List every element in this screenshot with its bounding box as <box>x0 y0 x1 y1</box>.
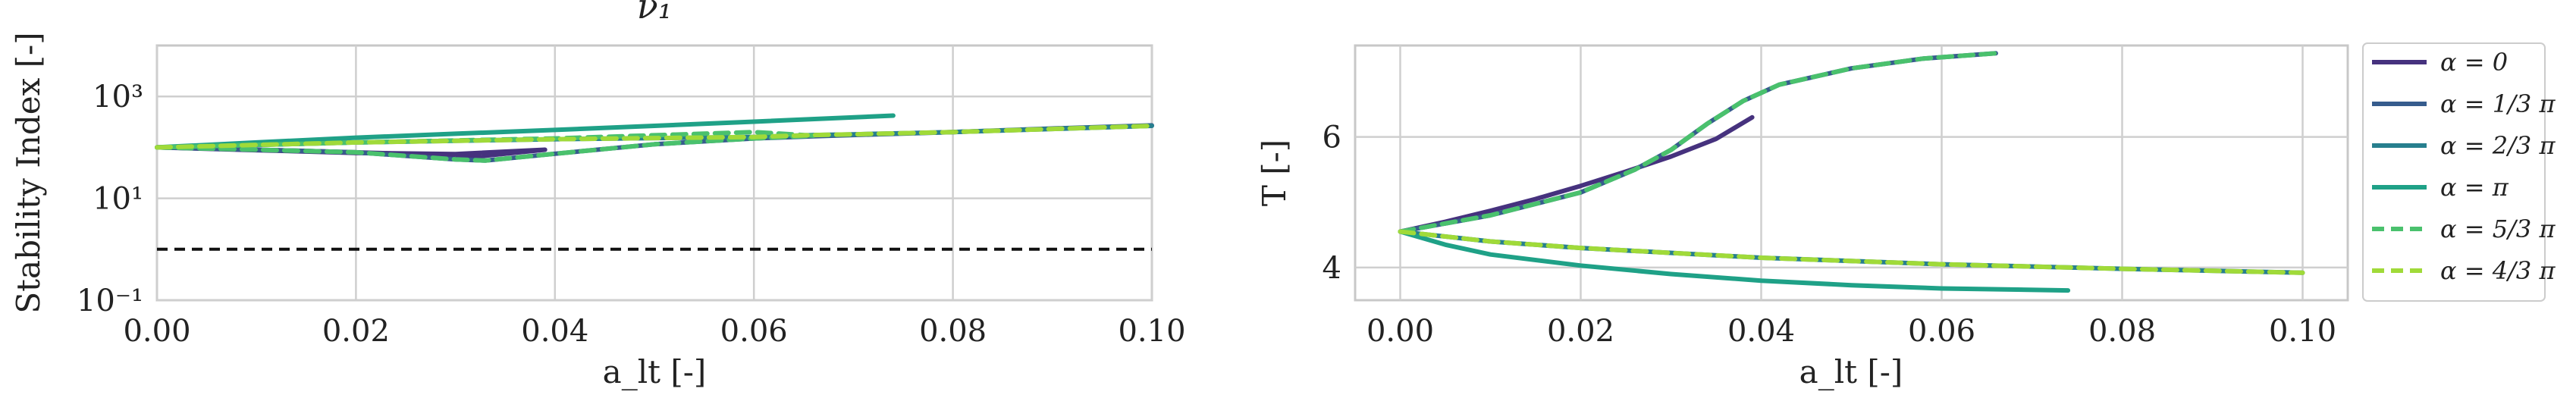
right-x-tick-label: 0.02 <box>1547 314 1614 349</box>
legend-frame <box>2362 42 2546 302</box>
legend-label-2: α = 2/3 π <box>2440 131 2556 160</box>
left-x-tick-label: 0.02 <box>322 314 390 349</box>
right-chart: 0.00 0.02 0.04 0.06 0.08 0.10 4 6 a_lt [-] T [-… <box>1256 44 2349 390</box>
left-x-tick-label: 0.00 <box>123 314 190 349</box>
left-chart: 0.00 0.02 0.04 0.06 0.08 0.10 10⁻¹ 10¹ 10³ ν₁ a_… <box>10 0 1186 390</box>
left-series <box>155 113 1154 251</box>
left-title: ν₁ <box>637 0 672 27</box>
left-y-tick-label: 10¹ <box>93 182 143 217</box>
right-series-line-0 <box>1398 114 1755 234</box>
right-y-tick-label: 6 <box>1323 121 1341 155</box>
right-tick-labels: 0.00 0.02 0.04 0.06 0.08 0.10 4 6 <box>1323 121 2336 349</box>
left-plot-area <box>155 44 1153 302</box>
legend-label-5: α = 4/3 π <box>2440 256 2556 285</box>
right-series <box>1398 51 2305 293</box>
left-y-axis-label: Stability Index [-] <box>10 32 47 313</box>
left-series-line-5 <box>155 124 1154 150</box>
left-y-tick-label: 10⁻¹ <box>77 284 143 318</box>
right-y-axis-label: T [-] <box>1256 139 1293 206</box>
left-x-tick-label: 0.08 <box>919 314 987 349</box>
legend: α = 0 α = 1/3 π α = 2/3 π α = π α = 5/3 π α =… <box>2362 42 2556 302</box>
left-x-tick-label: 0.10 <box>1118 314 1185 349</box>
legend-label-4: α = 5/3 π <box>2440 215 2556 243</box>
left-series-line-3 <box>155 113 896 150</box>
right-x-tick-label: 0.08 <box>2088 314 2156 349</box>
right-grid <box>1355 45 2348 300</box>
right-y-tick-label: 4 <box>1323 251 1341 286</box>
right-x-tick-label: 0.06 <box>1908 314 1975 349</box>
left-x-tick-label: 0.04 <box>521 314 588 349</box>
right-x-axis-label: a_lt [-] <box>1799 353 1903 390</box>
left-x-tick-label: 0.06 <box>720 314 788 349</box>
right-x-tick-label: 0.10 <box>2269 314 2336 349</box>
legend-label-1: α = 1/3 π <box>2440 89 2556 118</box>
legend-label-3: α = π <box>2440 173 2509 202</box>
legend-label-0: α = 0 <box>2440 48 2508 77</box>
right-series-line-3 <box>1398 229 2071 293</box>
right-x-tick-label: 0.00 <box>1366 314 1434 349</box>
right-series-line-4 <box>1398 51 1998 234</box>
left-y-tick-label: 10³ <box>93 80 143 114</box>
left-tick-labels: 0.00 0.02 0.04 0.06 0.08 0.10 10⁻¹ 10¹ 10³ <box>77 80 1186 349</box>
right-series-line-5 <box>1398 229 2305 275</box>
left-grid <box>155 45 1153 302</box>
left-x-axis-label: a_lt [-] <box>603 353 707 390</box>
left-series-line-4 <box>155 130 816 163</box>
right-x-tick-label: 0.04 <box>1727 314 1795 349</box>
